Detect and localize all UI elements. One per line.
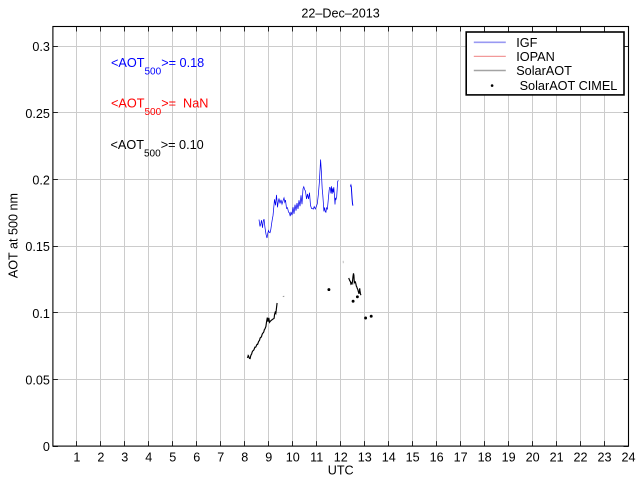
svg-text:12: 12 [334,451,348,465]
svg-text:23: 23 [597,451,611,465]
svg-text:2: 2 [97,451,104,465]
svg-text:SolarAOT: SolarAOT [516,64,572,78]
svg-text:9: 9 [265,451,272,465]
svg-text:16: 16 [430,451,444,465]
svg-text:15: 15 [406,451,420,465]
svg-text:17: 17 [454,451,468,465]
svg-text:0.3: 0.3 [32,40,50,54]
svg-text:0: 0 [43,440,50,454]
svg-text:0.1: 0.1 [32,307,50,321]
svg-text:18: 18 [478,451,492,465]
svg-text:13: 13 [358,451,372,465]
svg-text:22: 22 [573,451,587,465]
svg-text:AOT at 500 nm: AOT at 500 nm [7,193,21,278]
svg-text:4: 4 [145,451,152,465]
svg-text:3: 3 [121,451,128,465]
svg-text:24: 24 [621,451,635,465]
svg-text:19: 19 [502,451,516,465]
svg-text:11: 11 [310,451,323,465]
svg-text:21: 21 [550,451,564,465]
svg-text:IGF: IGF [516,36,537,50]
svg-text:SolarAOT CIMEL: SolarAOT CIMEL [520,79,618,93]
svg-text:10: 10 [286,451,300,465]
svg-text:0.05: 0.05 [25,373,50,387]
svg-text:14: 14 [382,451,396,465]
svg-text:UTC: UTC [328,464,354,478]
svg-text:7: 7 [217,451,224,465]
svg-text:0.25: 0.25 [25,107,50,121]
svg-text:0.15: 0.15 [25,240,50,254]
svg-text:8: 8 [241,451,248,465]
svg-text:0.2: 0.2 [32,173,50,187]
svg-text:22–Dec–2013: 22–Dec–2013 [301,7,379,21]
svg-text:1: 1 [73,451,80,465]
svg-text:6: 6 [193,451,200,465]
svg-text:5: 5 [169,451,176,465]
svg-text:IOPAN: IOPAN [516,50,555,64]
svg-text:20: 20 [526,451,540,465]
